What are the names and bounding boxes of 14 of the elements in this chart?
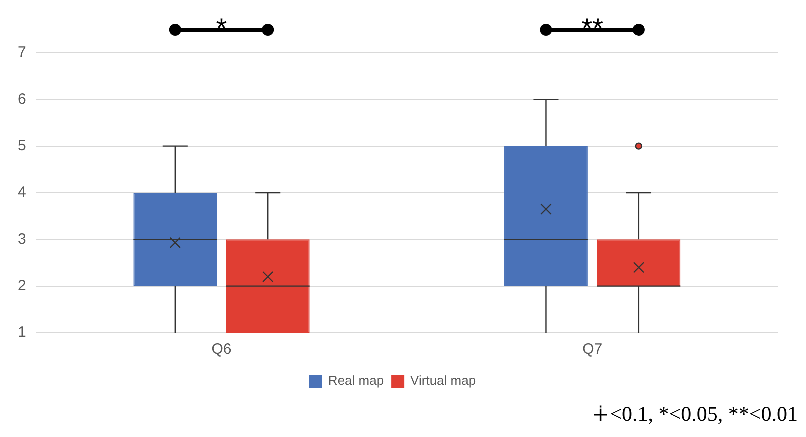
x-tick-label: Q6 — [212, 341, 232, 358]
y-tick-label: 1 — [18, 324, 26, 342]
text: ** — [582, 13, 604, 44]
text: * — [216, 13, 228, 44]
y-tick-label: 4 — [18, 184, 26, 202]
text: ∔<0.1, *<0.05, **<0.01 — [591, 402, 798, 427]
y-tick-label: 7 — [18, 44, 26, 62]
y-tick-label: 6 — [18, 90, 26, 108]
x-tick-label: Q7 — [582, 341, 603, 358]
legend-label: Real map — [328, 373, 384, 388]
legend-label: Virtual map — [410, 373, 476, 388]
y-tick-label: 2 — [18, 277, 26, 294]
y-tick-label: 3 — [18, 230, 26, 248]
y-tick-label: 5 — [18, 137, 26, 154]
